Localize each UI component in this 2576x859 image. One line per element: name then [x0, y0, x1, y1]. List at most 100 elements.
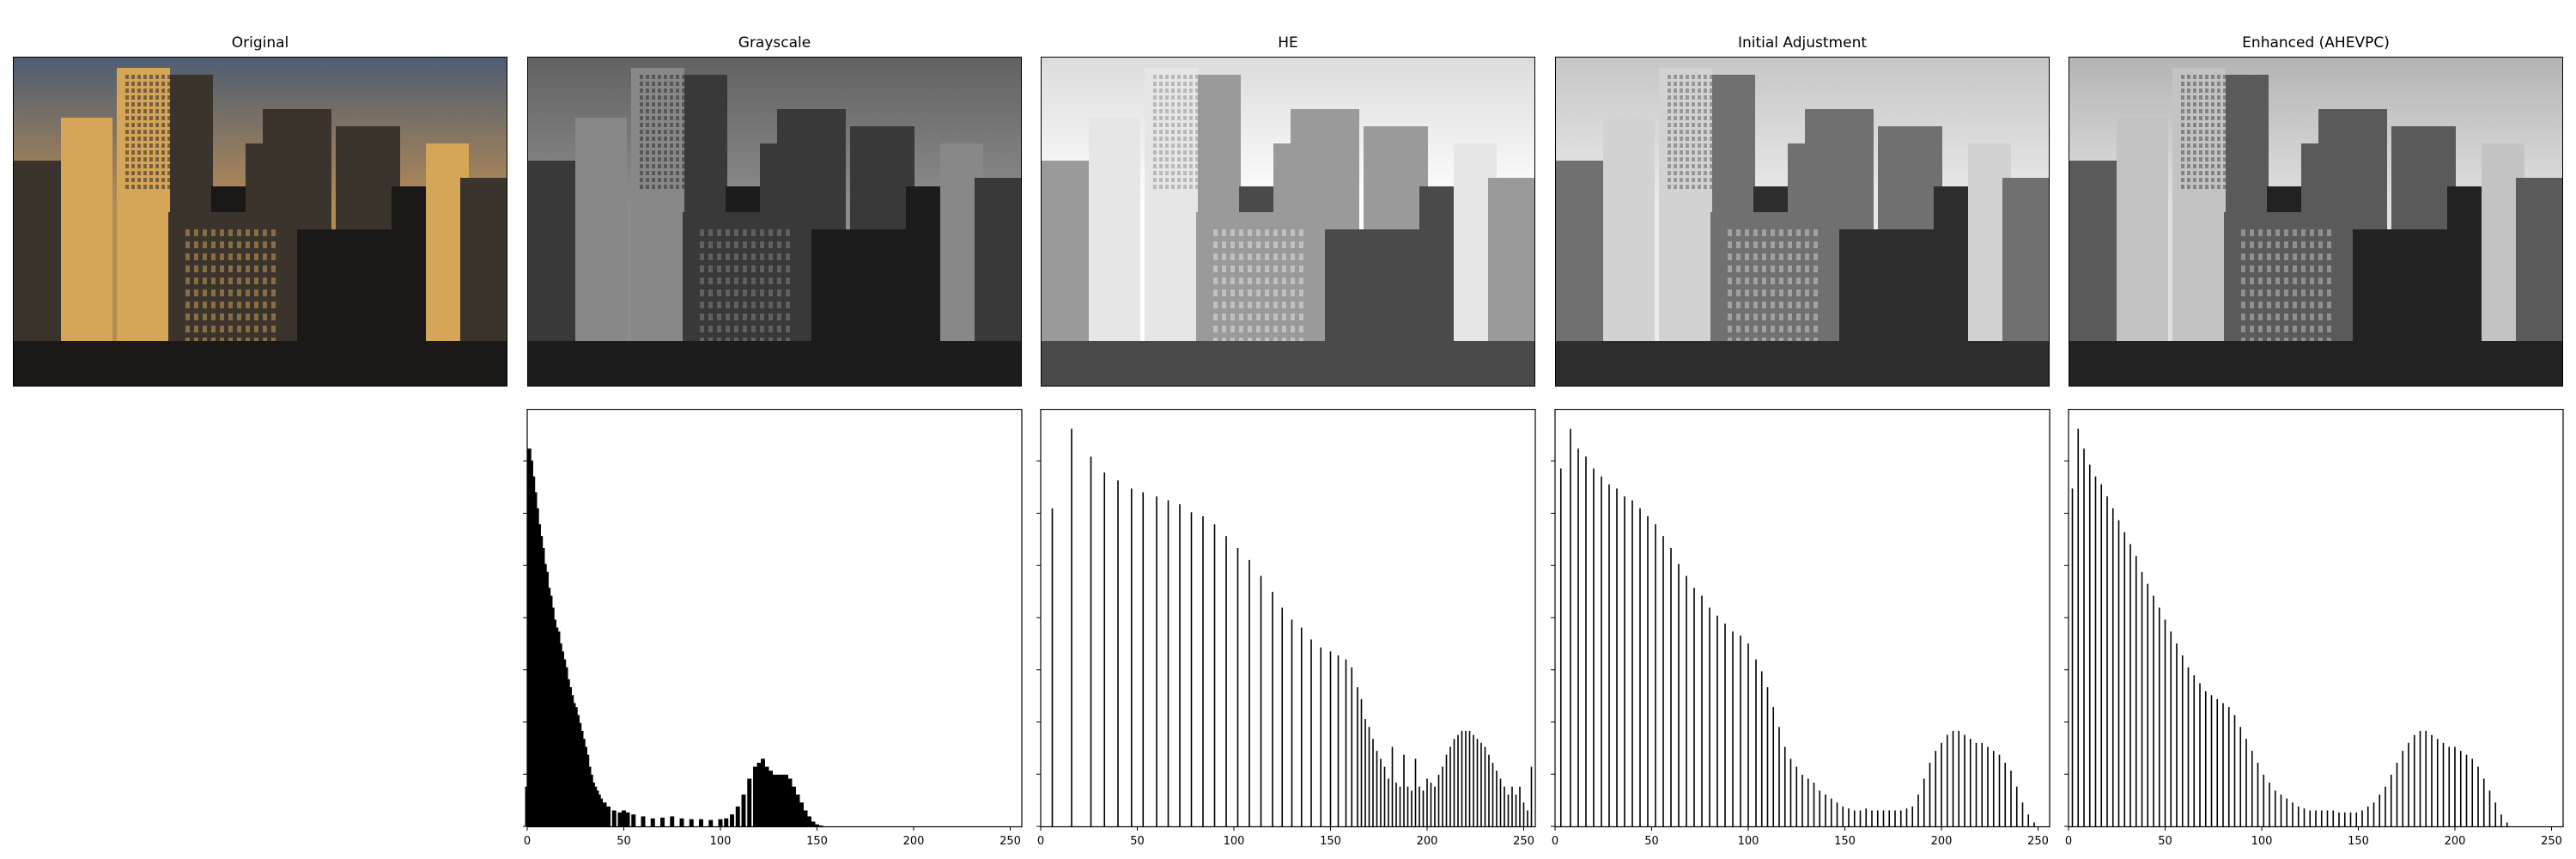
histogram-bar	[1830, 798, 1832, 826]
histogram-bar	[606, 806, 611, 826]
x-tick-label: 100	[1738, 835, 1759, 848]
histogram-bar	[2309, 810, 2312, 826]
histogram-bar	[2366, 806, 2369, 826]
histogram-bar	[1899, 810, 1902, 826]
histogram-bar	[2153, 595, 2154, 826]
x-tick-label: 250	[1513, 835, 1534, 848]
histogram-bar	[761, 758, 765, 826]
histogram-bar	[1686, 576, 1687, 826]
x-tick-label: 100	[710, 835, 732, 848]
image-enhanced	[2069, 57, 2563, 387]
histogram-bar	[1678, 564, 1680, 826]
histogram-bar	[1801, 774, 1803, 826]
histogram-bar	[1213, 524, 1216, 826]
histogram-bar	[2158, 607, 2160, 826]
histogram-bar	[1789, 758, 1792, 826]
histogram-bar	[807, 816, 811, 826]
histogram-bar	[2199, 683, 2201, 826]
histogram-bar	[776, 774, 781, 826]
histogram-bar	[2123, 532, 2126, 826]
histogram-bar	[1871, 810, 1873, 826]
histogram-bar	[1693, 588, 1695, 826]
histogram-bar	[2454, 746, 2456, 826]
histogram-bar	[2500, 814, 2502, 826]
histogram-bar	[2482, 778, 2485, 826]
histogram-bar	[784, 774, 788, 826]
histogram-bar	[1969, 739, 1971, 826]
histogram-bar	[679, 818, 684, 826]
histogram-bar	[602, 802, 607, 826]
histogram-bar	[2465, 754, 2468, 826]
histogram-bar	[2181, 655, 2184, 826]
histogram-bar	[756, 762, 762, 826]
panel-title-initial-adjustment: Initial Adjustment	[1737, 34, 1868, 52]
histogram-bar	[1399, 786, 1401, 826]
panel-title-grayscale: Grayscale	[738, 34, 811, 52]
panel-title-enhanced: Enhanced (AHEVPC)	[2242, 34, 2390, 52]
histogram-bar	[1836, 802, 1838, 826]
histogram-bar	[2222, 703, 2224, 826]
histogram-bar	[1941, 742, 1942, 826]
histogram-bar	[1445, 754, 1448, 826]
histogram-bar	[1905, 808, 1908, 826]
histogram-bar	[708, 819, 714, 826]
histogram-bar	[1437, 774, 1440, 826]
histogram-bar	[1783, 746, 1786, 826]
histogram-bar	[1422, 790, 1425, 826]
histogram-bar	[625, 812, 630, 826]
histogram-bar	[2170, 631, 2172, 826]
histogram-bar	[1388, 778, 1389, 826]
histogram-bar	[2187, 667, 2190, 826]
histogram-bar	[1624, 496, 1625, 826]
histogram-bar	[1345, 659, 1347, 826]
histogram-bar	[2216, 698, 2219, 826]
histogram-bar	[1639, 508, 1641, 826]
histogram-bar	[1992, 751, 1995, 826]
histogram-bar	[1142, 492, 1145, 826]
histogram-bar	[1260, 576, 1262, 826]
histogram-bar	[2349, 812, 2352, 826]
panel-title-he: HE	[1278, 34, 1298, 52]
histogram-bar	[787, 778, 793, 826]
axes-frame	[1040, 409, 1536, 828]
histogram-bar	[1511, 786, 1513, 826]
histogram-bar	[2004, 762, 2007, 826]
histogram-bar	[1190, 512, 1193, 826]
histogram-bar	[1300, 627, 1303, 826]
histogram-bar	[1935, 751, 1937, 826]
histogram-bar	[1616, 488, 1618, 826]
histogram-bar	[641, 816, 646, 826]
histogram-bar	[1716, 615, 1718, 826]
histogram-bar	[2390, 774, 2392, 826]
histogram-bar	[598, 798, 603, 826]
histogram-bar	[1360, 698, 1363, 826]
histogram-charts: 0 50 100 150 200 250 0 50 100 150 200 250 0 50 100 150 2…	[523, 409, 2564, 848]
histogram-bar	[2419, 730, 2421, 826]
histogram-bar	[2320, 810, 2323, 826]
histogram-bar	[1601, 476, 1602, 826]
histogram-bar	[2436, 739, 2439, 826]
histogram-bar	[2117, 520, 2120, 826]
histogram-bar	[2147, 583, 2149, 826]
image-original	[13, 57, 507, 387]
histogram-bar	[1380, 758, 1382, 826]
histogram-bar	[1655, 524, 1656, 826]
axes-frame	[2068, 409, 2564, 828]
histogram-bar	[2488, 790, 2491, 826]
histogram-bar	[2071, 488, 2074, 826]
histogram-bar	[2408, 742, 2409, 826]
histogram-bar	[1859, 810, 1862, 826]
histogram-bar	[2129, 544, 2131, 826]
histogram-bar	[2315, 810, 2317, 826]
histogram-bar	[1442, 766, 1443, 826]
histogram-bar	[617, 812, 623, 826]
x-tick-label: 0	[524, 835, 531, 848]
histogram-bar	[1917, 794, 1919, 826]
histogram-bar	[1608, 484, 1610, 826]
histogram-bar	[2083, 448, 2085, 826]
histogram-bar	[2361, 810, 2363, 826]
x-tick-label: 200	[2445, 835, 2466, 848]
histogram-bar	[2106, 496, 2108, 826]
histogram-bar	[2338, 812, 2340, 826]
histogram-bar	[1755, 659, 1757, 826]
